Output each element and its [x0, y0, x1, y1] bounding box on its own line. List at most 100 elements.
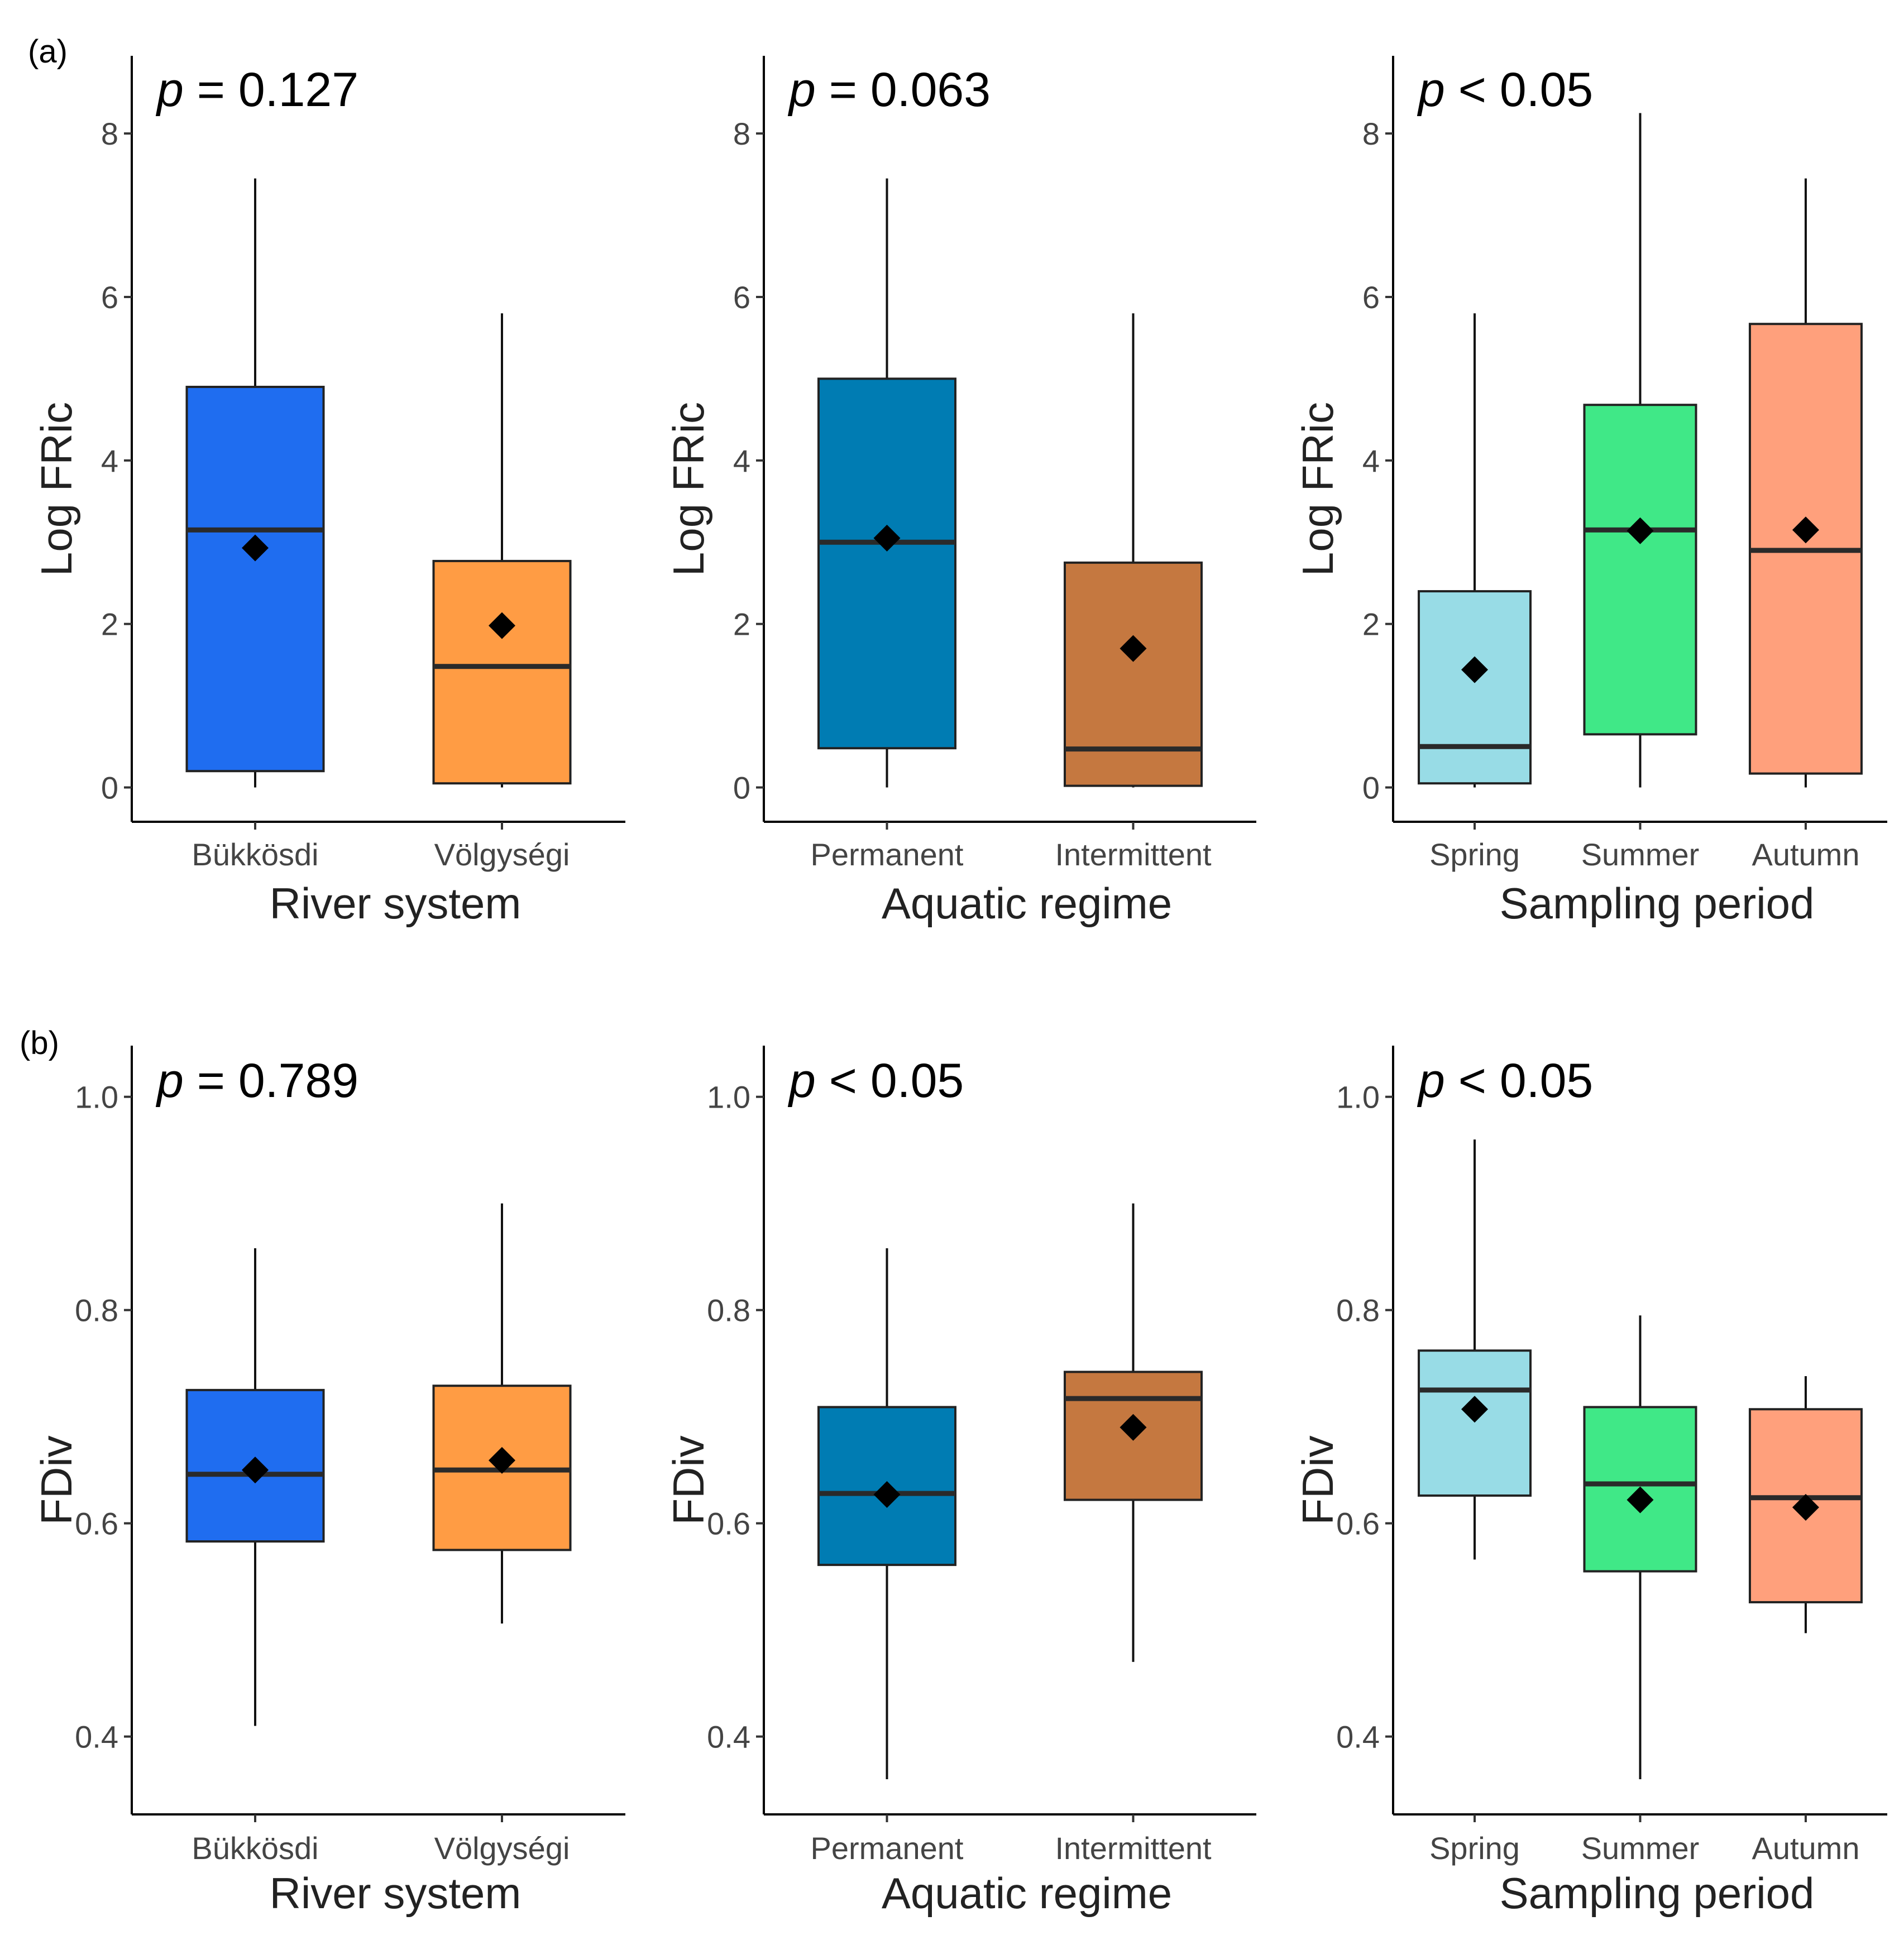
mean-marker: [242, 534, 269, 562]
y-tick-label: 0: [101, 770, 118, 806]
p-value-text: < 0.05: [1445, 63, 1593, 117]
panel-label-b: (b): [20, 1025, 59, 1061]
y-tick-label: 0.8: [707, 1293, 750, 1328]
y-axis-title: FDiv: [32, 1435, 81, 1525]
x-tick-label: Permanent: [811, 837, 964, 872]
iqr-box: [817, 377, 956, 750]
chart-panel-5: 0.4 0.6 0.8 1.0 FDiv p < 0.05 Permanent Intermi…: [664, 1046, 1256, 1918]
y-tick-label: 4: [101, 443, 118, 478]
x-tick-label: Permanent: [811, 1831, 964, 1866]
mean-marker: [1792, 1493, 1819, 1521]
y-axis-title: Log FRic: [32, 402, 81, 576]
p-value-label: p = 0.063: [787, 63, 991, 117]
p-value-label: p < 0.05: [1417, 1054, 1593, 1108]
mean-marker: [1626, 1486, 1654, 1513]
x-tick-label: Autumn: [1752, 1831, 1859, 1866]
x-axis-title: River system: [270, 1869, 522, 1918]
mean-marker: [1120, 1414, 1147, 1441]
x-tick-label: Intermittent: [1055, 1831, 1212, 1866]
iqr-box: [1418, 1349, 1532, 1497]
y-axis-title: FDiv: [1293, 1435, 1342, 1525]
box-permanent: Permanent: [811, 178, 964, 872]
x-tick-label: Intermittent: [1055, 837, 1212, 872]
chart-panel-3: 0 2 4 6 8 Log FRic p < 0.05 Spring Summer Autumn S…: [1293, 56, 1887, 928]
y-tick-label: 4: [1362, 443, 1380, 478]
iqr-box: [1583, 404, 1697, 736]
y-tick-label: 6: [1362, 280, 1380, 315]
p-value-text: = 0.127: [184, 63, 358, 117]
box-permanent: Permanent: [811, 1248, 964, 1866]
y-tick-label: 0.4: [707, 1719, 750, 1755]
box-intermittent: Intermittent: [1055, 1203, 1212, 1866]
x-tick-label: Völgységi: [434, 837, 570, 872]
x-tick-label: Spring: [1429, 1831, 1520, 1866]
x-tick-label: Autumn: [1752, 837, 1859, 872]
y-tick-label: 0.8: [1336, 1293, 1380, 1328]
x-axis-title: River system: [270, 879, 522, 928]
mean-marker: [489, 1446, 515, 1474]
mean-marker: [1461, 656, 1489, 683]
x-axis-title: Aquatic regime: [882, 879, 1172, 928]
y-tick-label: 2: [733, 607, 750, 642]
y-tick-label: 8: [101, 116, 118, 151]
y-tick-label: 1.0: [75, 1080, 118, 1115]
x-tick-label: Summer: [1581, 1831, 1700, 1866]
p-value-text: < 0.05: [816, 1054, 964, 1108]
p-value-label: p = 0.127: [155, 63, 358, 117]
chart-panel-2: 0 2 4 6 8 Log FRic p = 0.063 Permanent Intermitt…: [664, 56, 1256, 928]
mean-marker: [873, 1481, 901, 1508]
p-value-text: < 0.05: [1445, 1054, 1593, 1108]
p-symbol: p: [787, 63, 816, 117]
panel-label-a: (a): [28, 33, 68, 70]
iqr-box: [1064, 561, 1203, 787]
mean-marker: [489, 612, 515, 639]
box-summer: Summer: [1581, 1315, 1700, 1866]
y-tick-label: 0.6: [75, 1506, 118, 1541]
chart-panel-6: 0.4 0.6 0.8 1.0 FDiv p < 0.05 Spring Summer Autu…: [1293, 1046, 1887, 1918]
iqr-box: [1418, 590, 1532, 785]
y-axis-title: FDiv: [664, 1435, 713, 1525]
x-tick-label: Spring: [1429, 837, 1520, 872]
iqr-box: [185, 386, 325, 773]
box-autumn: Autumn: [1748, 1376, 1863, 1866]
chart-panel-4: 0.4 0.6 0.8 1.0 FDiv p = 0.789 Bükkösdi Völgysé…: [32, 1046, 625, 1918]
y-tick-label: 6: [101, 280, 118, 315]
box-summer: Summer: [1581, 113, 1700, 872]
box-spring: Spring: [1418, 313, 1532, 872]
p-value-label: p < 0.05: [1417, 63, 1593, 117]
box-autumn: Autumn: [1748, 178, 1863, 872]
x-axis-title: Aquatic regime: [882, 1869, 1172, 1918]
y-tick-label: 0.4: [1336, 1719, 1380, 1755]
box-völgységi: Völgységi: [432, 313, 572, 872]
mean-marker: [1120, 635, 1147, 662]
y-axis-title: Log FRic: [664, 402, 713, 576]
x-tick-label: Summer: [1581, 837, 1700, 872]
x-tick-label: Bükkösdi: [192, 837, 318, 872]
y-tick-label: 4: [733, 443, 750, 478]
y-tick-label: 0.8: [75, 1293, 118, 1328]
p-symbol: p: [1417, 63, 1445, 117]
mean-marker: [1461, 1396, 1489, 1423]
p-symbol: p: [155, 63, 184, 117]
x-axis-title: Sampling period: [1500, 879, 1815, 928]
y-tick-label: 2: [1362, 607, 1380, 642]
y-axis-title: Log FRic: [1293, 402, 1342, 576]
y-tick-label: 0.6: [707, 1506, 750, 1541]
chart-panel-1: 0 2 4 6 8 Log FRic p = 0.127 Bükkösdi Völgységi R…: [32, 56, 625, 928]
p-value-label: p = 0.789: [155, 1054, 358, 1108]
p-symbol: p: [155, 1054, 184, 1108]
y-tick-label: 6: [733, 280, 750, 315]
x-tick-label: Bükkösdi: [192, 1831, 318, 1866]
y-tick-label: 8: [1362, 116, 1380, 151]
box-völgységi: Völgységi: [432, 1203, 572, 1866]
y-tick-label: 0.4: [75, 1719, 118, 1755]
box-intermittent: Intermittent: [1055, 313, 1212, 872]
mean-marker: [1626, 517, 1654, 544]
mean-marker: [1792, 516, 1819, 544]
y-tick-label: 0: [733, 770, 750, 806]
y-tick-label: 1.0: [707, 1080, 750, 1115]
p-symbol: p: [787, 1054, 816, 1108]
iqr-box: [432, 559, 572, 785]
